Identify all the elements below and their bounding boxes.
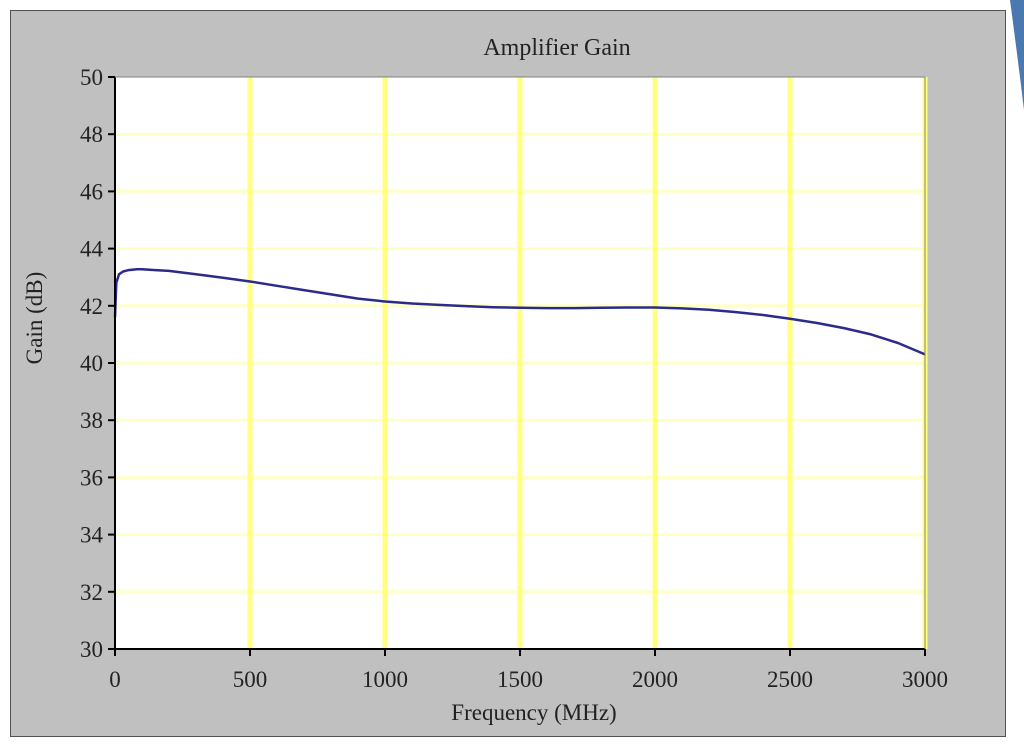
y-tick-label-46: 46 xyxy=(80,179,103,204)
y-axis-title: Gain (dB) xyxy=(22,272,47,365)
x-tick-label-500: 500 xyxy=(233,667,268,692)
y-tick-label-44: 44 xyxy=(80,237,104,262)
y-tick-label-40: 40 xyxy=(80,351,103,376)
x-tick-label-3000: 3000 xyxy=(902,667,948,692)
y-tick-label-38: 38 xyxy=(80,408,103,433)
chart-title: Amplifier Gain xyxy=(483,35,630,61)
x-tick-label-1500: 1500 xyxy=(497,667,543,692)
y-tick-label-30: 30 xyxy=(80,637,103,662)
x-tick-label-2500: 2500 xyxy=(767,667,813,692)
y-tick-label-50: 50 xyxy=(80,65,103,90)
y-tick-label-36: 36 xyxy=(80,465,103,490)
x-tick-label-1000: 1000 xyxy=(362,667,408,692)
x-tick-label-0: 0 xyxy=(109,667,121,692)
y-tick-label-32: 32 xyxy=(80,580,103,605)
y-tick-label-48: 48 xyxy=(80,122,103,147)
gain-series-line-0 xyxy=(113,267,926,356)
x-axis-title: Frequency (MHz) xyxy=(451,700,616,725)
y-tick-label-42: 42 xyxy=(80,294,103,319)
x-tick-label-2000: 2000 xyxy=(632,667,678,692)
y-tick-label-34: 34 xyxy=(80,523,104,548)
series-layer xyxy=(113,267,926,356)
